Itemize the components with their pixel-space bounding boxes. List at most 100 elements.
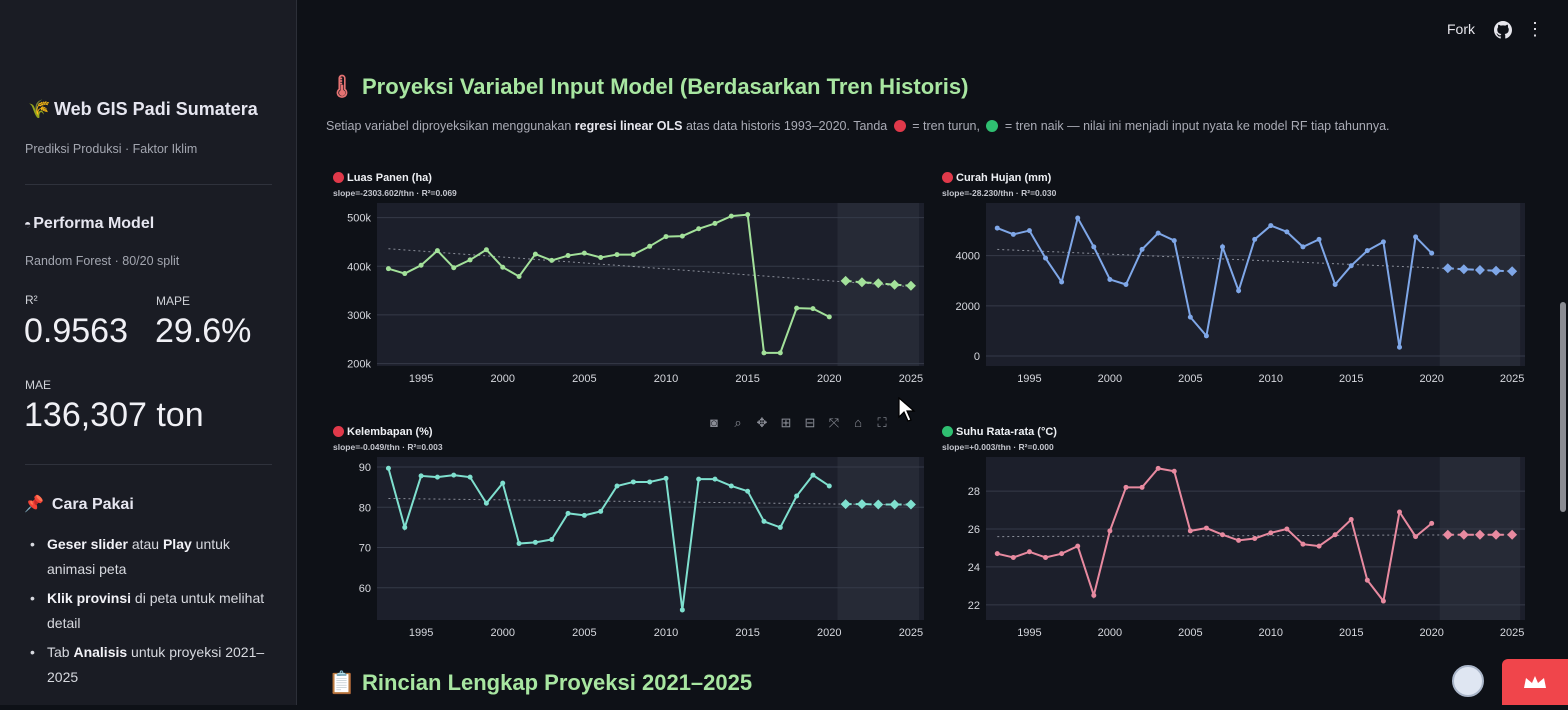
- data-point: [810, 306, 815, 311]
- data-point: [1284, 527, 1289, 532]
- section-title-text: Rincian Lengkap Proyeksi 2021–2025: [362, 670, 752, 695]
- zoom-icon[interactable]: ⌕: [730, 415, 746, 431]
- data-point: [533, 252, 538, 257]
- avatar[interactable]: [1452, 665, 1484, 697]
- y-tick-label: 500k: [347, 213, 371, 225]
- y-tick-label: 22: [968, 600, 980, 612]
- data-point: [1188, 315, 1193, 320]
- data-point: [517, 274, 522, 279]
- x-tick-label: 2010: [654, 373, 678, 385]
- x-tick-label: 2025: [1500, 373, 1524, 385]
- data-point: [402, 525, 407, 530]
- x-tick-label: 2005: [572, 627, 596, 639]
- projection-region: [1440, 203, 1520, 366]
- chart-luas-panen[interactable]: Luas Panen (ha)slope=-2303.602/thn · R²=…: [330, 172, 928, 392]
- data-point: [1140, 485, 1145, 490]
- fork-button[interactable]: Fork: [1447, 21, 1475, 37]
- data-point: [1397, 509, 1402, 514]
- x-tick-label: 2005: [1178, 373, 1202, 385]
- x-tick-label: 2015: [1339, 627, 1363, 639]
- data-point: [778, 350, 783, 355]
- scrollbar-thumb[interactable]: [1560, 302, 1566, 512]
- data-point: [1204, 333, 1209, 338]
- data-point: [1011, 555, 1016, 560]
- data-point: [566, 511, 571, 516]
- data-point: [598, 255, 603, 260]
- data-point: [1236, 288, 1241, 293]
- data-point: [1381, 239, 1386, 244]
- chart-suhu[interactable]: Suhu Rata-rata (°C)slope=+0.003/thn · R²…: [939, 426, 1529, 646]
- data-point: [1220, 532, 1225, 537]
- y-tick-label: 2000: [956, 301, 980, 313]
- chart-kelembapan[interactable]: Kelembapan (%)slope=-0.049/thn · R²=0.00…: [330, 426, 928, 646]
- x-tick-label: 2000: [490, 373, 514, 385]
- x-tick-label: 2020: [817, 373, 841, 385]
- list-item: Klik provinsi di peta untuk melihat deta…: [30, 586, 275, 636]
- rice-icon: 🌾: [28, 99, 46, 120]
- data-point: [1043, 555, 1048, 560]
- kebab-menu-icon[interactable]: ⋮: [1526, 19, 1544, 39]
- data-point: [582, 513, 587, 518]
- data-point: [1236, 538, 1241, 543]
- data-point: [1059, 279, 1064, 284]
- data-point: [712, 477, 717, 482]
- data-point: [566, 253, 571, 258]
- sidebar: 🌾Web GIS Padi Sumatera Prediksi Produksi…: [0, 0, 297, 705]
- data-point: [664, 476, 669, 481]
- list-item-bold: Klik provinsi: [47, 590, 131, 606]
- desc-bold: regresi linear OLS: [575, 119, 683, 133]
- scrollbar[interactable]: [1558, 0, 1568, 705]
- autoscale-icon[interactable]: ⤧: [826, 415, 842, 431]
- home-icon[interactable]: ⌂: [850, 415, 866, 431]
- data-point: [484, 501, 489, 506]
- zoom-in-icon[interactable]: ⊞: [778, 415, 794, 431]
- metric-mape-label: MAPE: [156, 294, 190, 308]
- data-point: [647, 479, 652, 484]
- main-content: Fork ⋮ 🌡Proyeksi Variabel Input Model (B…: [298, 0, 1568, 705]
- data-point: [995, 226, 1000, 231]
- data-point: [1317, 237, 1322, 242]
- x-tick-label: 2000: [1098, 627, 1122, 639]
- camera-icon[interactable]: ◙: [706, 415, 722, 431]
- x-tick-label: 2000: [1098, 373, 1122, 385]
- projection-region: [837, 457, 919, 620]
- data-point: [647, 244, 652, 249]
- data-point: [761, 519, 766, 524]
- desc-text: = tren turun,: [909, 119, 984, 133]
- desc-text: atas data historis 1993–2020. Tanda: [682, 119, 890, 133]
- data-point: [1140, 247, 1145, 252]
- x-tick-label: 1995: [409, 373, 433, 385]
- data-point: [1075, 216, 1080, 221]
- data-point: [386, 266, 391, 271]
- x-tick-label: 2020: [817, 627, 841, 639]
- usage-list: Geser slider atau Play untuk animasi pet…: [30, 532, 275, 694]
- data-point: [468, 475, 473, 480]
- data-point: [435, 248, 440, 253]
- data-point: [402, 271, 407, 276]
- y-tick-label: 90: [359, 462, 371, 474]
- data-point: [1365, 248, 1370, 253]
- zoom-out-icon[interactable]: ⊟: [802, 415, 818, 431]
- app-title-text: Web GIS Padi Sumatera: [54, 99, 258, 119]
- x-tick-label: 2025: [899, 627, 923, 639]
- y-tick-label: 26: [968, 524, 980, 536]
- data-point: [729, 483, 734, 488]
- x-tick-label: 1995: [1017, 373, 1041, 385]
- performance-heading: ◓Performa Model: [24, 215, 154, 233]
- fullscreen-icon[interactable]: ⛶: [874, 415, 890, 431]
- x-tick-label: 2025: [1500, 627, 1524, 639]
- github-icon[interactable]: [1494, 21, 1512, 39]
- data-point: [1429, 251, 1434, 256]
- x-tick-label: 2010: [1259, 373, 1283, 385]
- data-point: [533, 540, 538, 545]
- pan-icon[interactable]: ✥: [754, 415, 770, 431]
- data-point: [631, 252, 636, 257]
- data-point: [1011, 232, 1016, 237]
- data-point: [1220, 244, 1225, 249]
- streamlit-badge-button[interactable]: [1502, 659, 1568, 705]
- data-point: [1333, 282, 1338, 287]
- chart-curah-hujan[interactable]: Curah Hujan (mm)slope=-28.230/thn · R²=0…: [939, 172, 1529, 392]
